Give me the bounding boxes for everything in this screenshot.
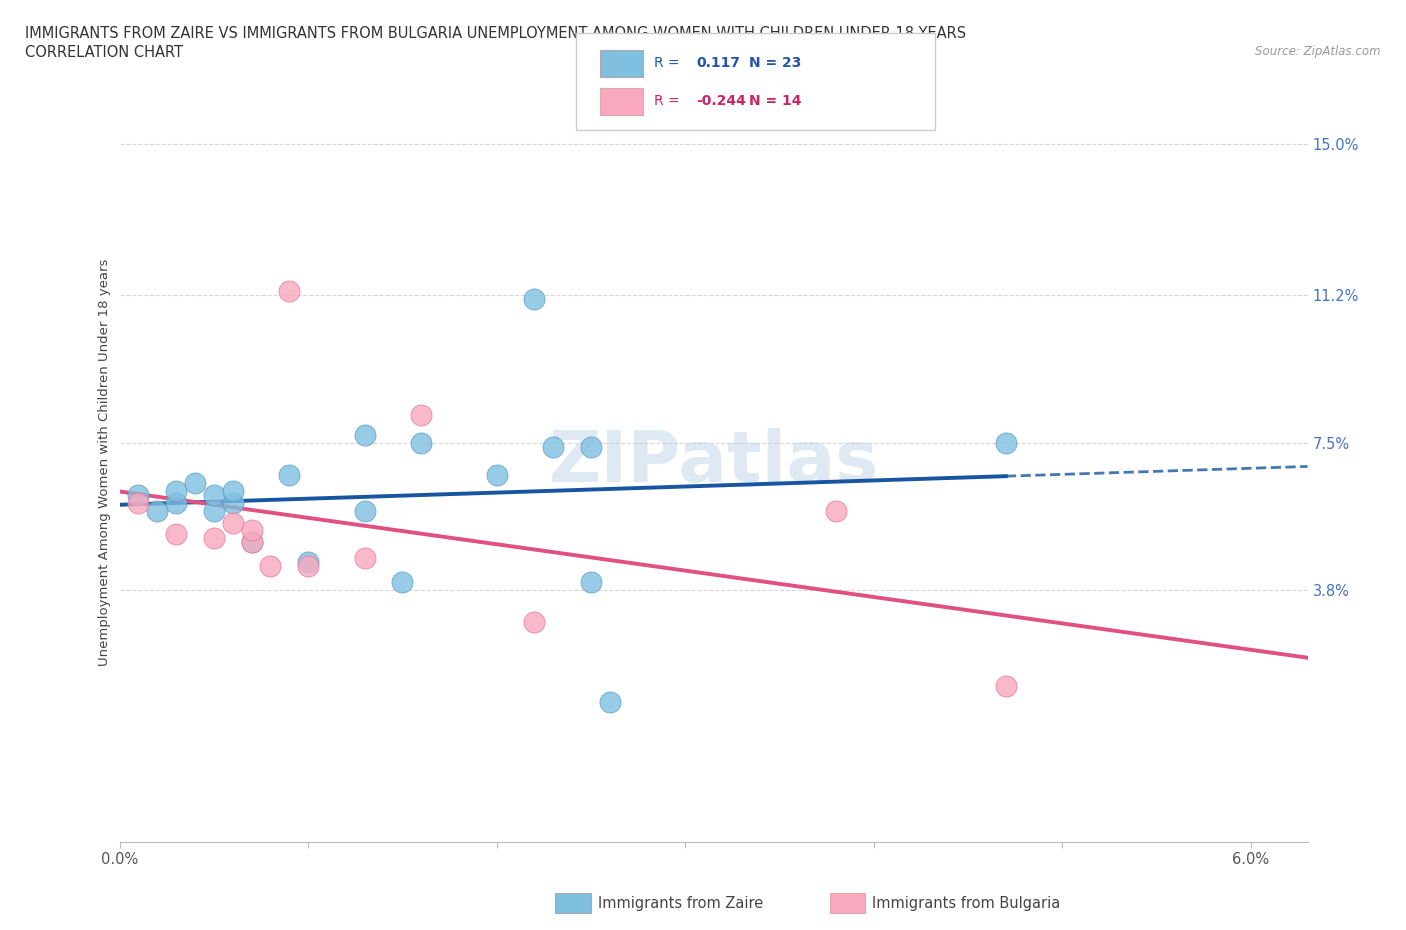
Point [994,679,1017,694]
Point [485,467,508,482]
Point [127,487,149,502]
Point [411,407,433,422]
Point [221,484,243,498]
Point [146,503,169,518]
Point [202,531,225,546]
Point [353,427,375,442]
Point [259,559,281,574]
Text: N = 14: N = 14 [749,95,801,109]
Text: R =: R = [654,57,679,71]
Point [221,515,243,530]
Point [523,615,546,630]
Point [202,487,225,502]
Text: Source: ZipAtlas.com: Source: ZipAtlas.com [1256,45,1381,58]
Point [599,695,621,710]
Point [391,575,413,590]
Point [221,495,243,510]
Point [278,284,301,299]
Point [579,439,602,454]
Point [353,551,375,565]
Text: CORRELATION CHART: CORRELATION CHART [25,45,183,60]
Point [579,575,602,590]
Point [165,527,187,542]
Point [165,484,187,498]
Point [825,503,848,518]
Point [202,503,225,518]
Text: Immigrants from Zaire: Immigrants from Zaire [598,896,763,910]
Text: -0.244: -0.244 [696,95,745,109]
Point [240,535,263,550]
Point [278,467,301,482]
Point [541,439,564,454]
Point [165,495,187,510]
Point [994,435,1017,450]
Point [127,495,149,510]
Point [353,503,375,518]
Text: 0.117: 0.117 [696,57,740,71]
Point [411,435,433,450]
Y-axis label: Unemployment Among Women with Children Under 18 years: Unemployment Among Women with Children U… [98,259,111,667]
Point [240,523,263,538]
Point [184,475,207,490]
Text: R =: R = [654,95,679,109]
Point [297,559,319,574]
Point [240,535,263,550]
Text: Immigrants from Bulgaria: Immigrants from Bulgaria [872,896,1060,910]
Text: ZIPatlas: ZIPatlas [548,428,879,498]
Text: N = 23: N = 23 [749,57,801,71]
Text: IMMIGRANTS FROM ZAIRE VS IMMIGRANTS FROM BULGARIA UNEMPLOYMENT AMONG WOMEN WITH : IMMIGRANTS FROM ZAIRE VS IMMIGRANTS FROM… [25,26,966,41]
Point [297,555,319,570]
Point [523,292,546,307]
